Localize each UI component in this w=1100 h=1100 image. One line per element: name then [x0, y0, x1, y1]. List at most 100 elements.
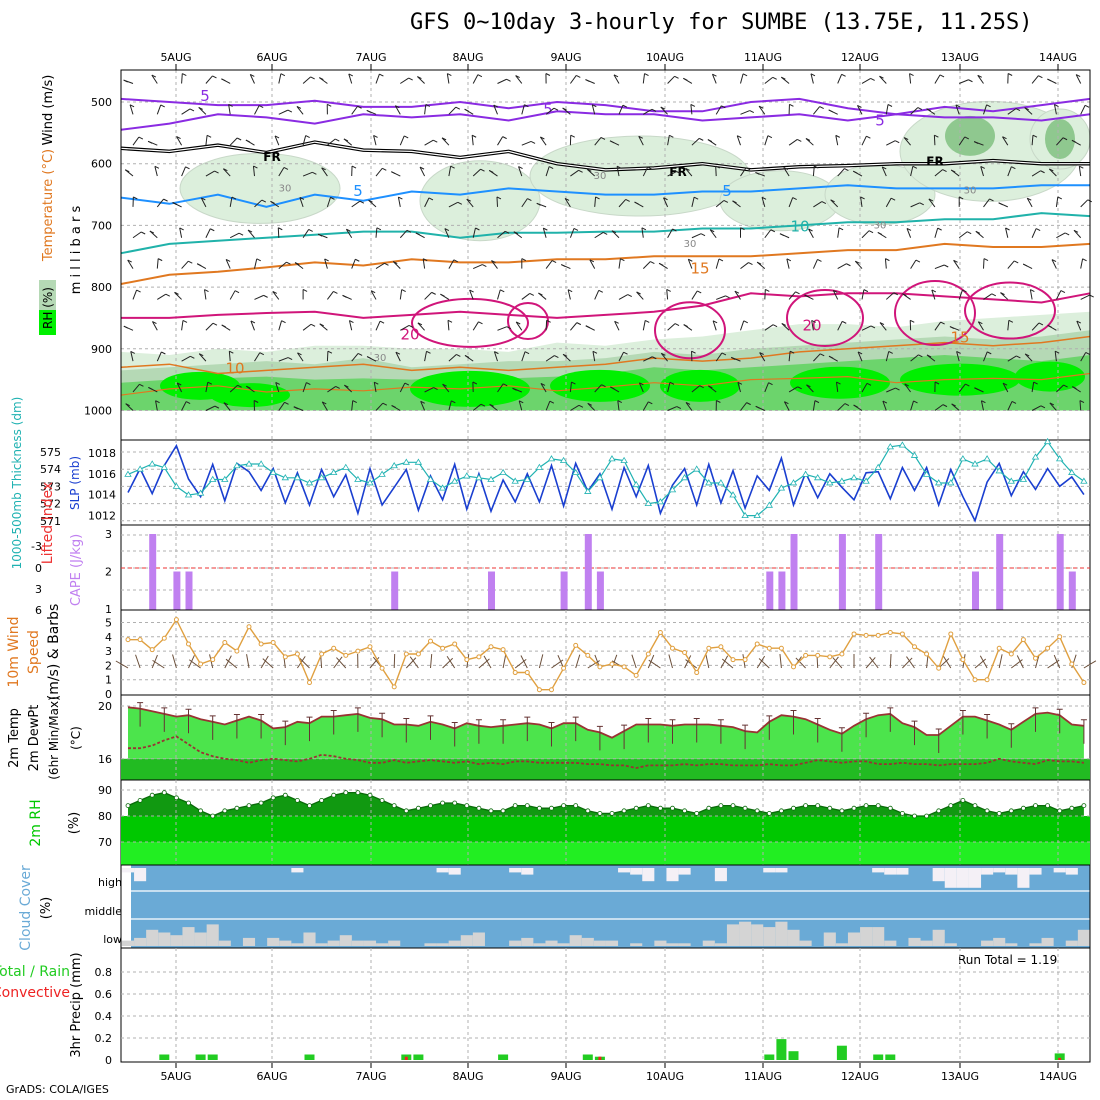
wind-speed-point — [1081, 680, 1087, 686]
thickness-point — [765, 501, 774, 508]
wind-barb — [618, 351, 628, 362]
pressure-tick-label: 800 — [91, 281, 112, 294]
rh2m-point — [863, 803, 869, 808]
wind-barb — [448, 165, 455, 177]
wind-barb — [591, 104, 597, 115]
wind-barb — [424, 387, 438, 393]
wind-barb — [539, 136, 547, 146]
wind-barb — [610, 386, 620, 393]
surface-wind-barb — [942, 655, 952, 669]
wind-barb — [1055, 290, 1066, 300]
rh2m-point — [319, 798, 325, 803]
rh2m-area-fill — [128, 792, 1084, 816]
wind-barb — [732, 200, 741, 208]
day-tick-label-top: 5AUG — [160, 51, 191, 64]
temp-minmax-bar — [161, 707, 168, 732]
wind-barb — [667, 75, 679, 84]
temp-tick-label: 16 — [98, 753, 112, 766]
wind-barb — [123, 325, 134, 331]
wind-barb — [805, 138, 814, 146]
wind-barb — [342, 294, 352, 300]
high-cloud-bar — [1017, 868, 1030, 888]
surface-wind-barb — [446, 655, 456, 669]
wind-barb — [691, 137, 704, 146]
low-cloud-bar — [424, 943, 437, 946]
wind-barb — [302, 382, 311, 393]
high-cloud-bar — [1065, 868, 1078, 875]
wind-barb — [740, 227, 745, 238]
low-cloud-bar — [1005, 943, 1018, 946]
low-cloud-bar — [981, 940, 994, 946]
rh2m-point — [355, 790, 361, 795]
wind-speed-point — [246, 624, 252, 630]
wind-speed-point — [512, 670, 518, 676]
rh2m-point — [415, 805, 421, 811]
wind-speed-point — [621, 664, 627, 670]
wind-barb — [1048, 168, 1057, 177]
wind-barb — [837, 320, 847, 331]
wind-barb — [781, 323, 790, 331]
low-cloud-bar — [884, 940, 897, 946]
high-cloud-bar — [1029, 868, 1042, 875]
rh2m-point — [609, 811, 615, 816]
wind-barb — [618, 258, 625, 269]
wind-barb — [716, 295, 730, 300]
wind-barb — [926, 108, 936, 115]
wind-barb — [448, 354, 461, 362]
wind-barb — [366, 356, 377, 362]
wind-barb — [472, 321, 483, 331]
wind-barb — [229, 137, 242, 146]
thickness-tick-label: 572 — [40, 498, 61, 511]
rh2m-tick-label: 90 — [98, 784, 112, 797]
wind-speed-point — [754, 641, 760, 647]
lifted-index-tick-label: 3 — [35, 583, 42, 596]
wind10m-ylabel-c: (m/s) & Barbs — [46, 604, 62, 701]
surface-wind-barb — [172, 654, 177, 669]
rh2m-point — [779, 808, 784, 814]
temp-minmax-bar — [282, 720, 289, 746]
low-cloud-bar — [714, 943, 727, 946]
wind-barb — [497, 383, 508, 393]
surface-wind-barb — [906, 656, 915, 669]
rh2m-point — [984, 808, 990, 814]
wind-barb — [685, 167, 693, 177]
temp-ylabel-c: (6hr Min/Max) — [47, 696, 61, 780]
wind-speed-point — [294, 651, 300, 657]
thickness-tick-label: 575 — [40, 446, 61, 459]
high-cloud-bar — [448, 868, 461, 875]
wind-barb — [1031, 134, 1038, 146]
wind-barb — [881, 166, 887, 177]
rh2m-point — [246, 803, 252, 808]
wind-speed-point — [670, 645, 675, 651]
temp-minmax-bar — [451, 721, 458, 747]
temp-minmax-bar — [935, 728, 942, 754]
high-cloud-bar — [968, 868, 982, 888]
wind-barb — [424, 139, 438, 146]
wind-barb — [147, 140, 158, 146]
day-tick-label-top: 7AUG — [355, 51, 386, 64]
wind-barb — [181, 166, 190, 177]
thickness-point — [475, 474, 483, 481]
wind-barb — [934, 404, 948, 411]
thickness-point — [801, 470, 810, 477]
wind-speed-point — [1045, 645, 1051, 651]
wind-barb — [642, 166, 652, 177]
contour-temp20-cell — [654, 301, 726, 360]
cape-bar — [972, 571, 979, 610]
wind-speed-point — [367, 644, 373, 650]
wind-barb — [949, 326, 960, 331]
rh2m-point — [597, 811, 603, 816]
wind-barb — [375, 262, 389, 270]
wind-barb — [570, 404, 584, 411]
wind-barb — [712, 320, 718, 331]
high-cloud-bar — [521, 868, 534, 875]
contour-temp20-cell — [786, 288, 864, 347]
contour-label: 30 — [684, 239, 697, 250]
rh-saturated-patch — [410, 370, 530, 407]
low-cloud-bar — [279, 940, 292, 946]
wind-barb — [229, 384, 242, 393]
wind-barb — [740, 402, 751, 411]
wind-speed-point — [633, 672, 639, 678]
high-cloud-bar — [981, 868, 994, 875]
rh2m-point — [234, 805, 240, 811]
